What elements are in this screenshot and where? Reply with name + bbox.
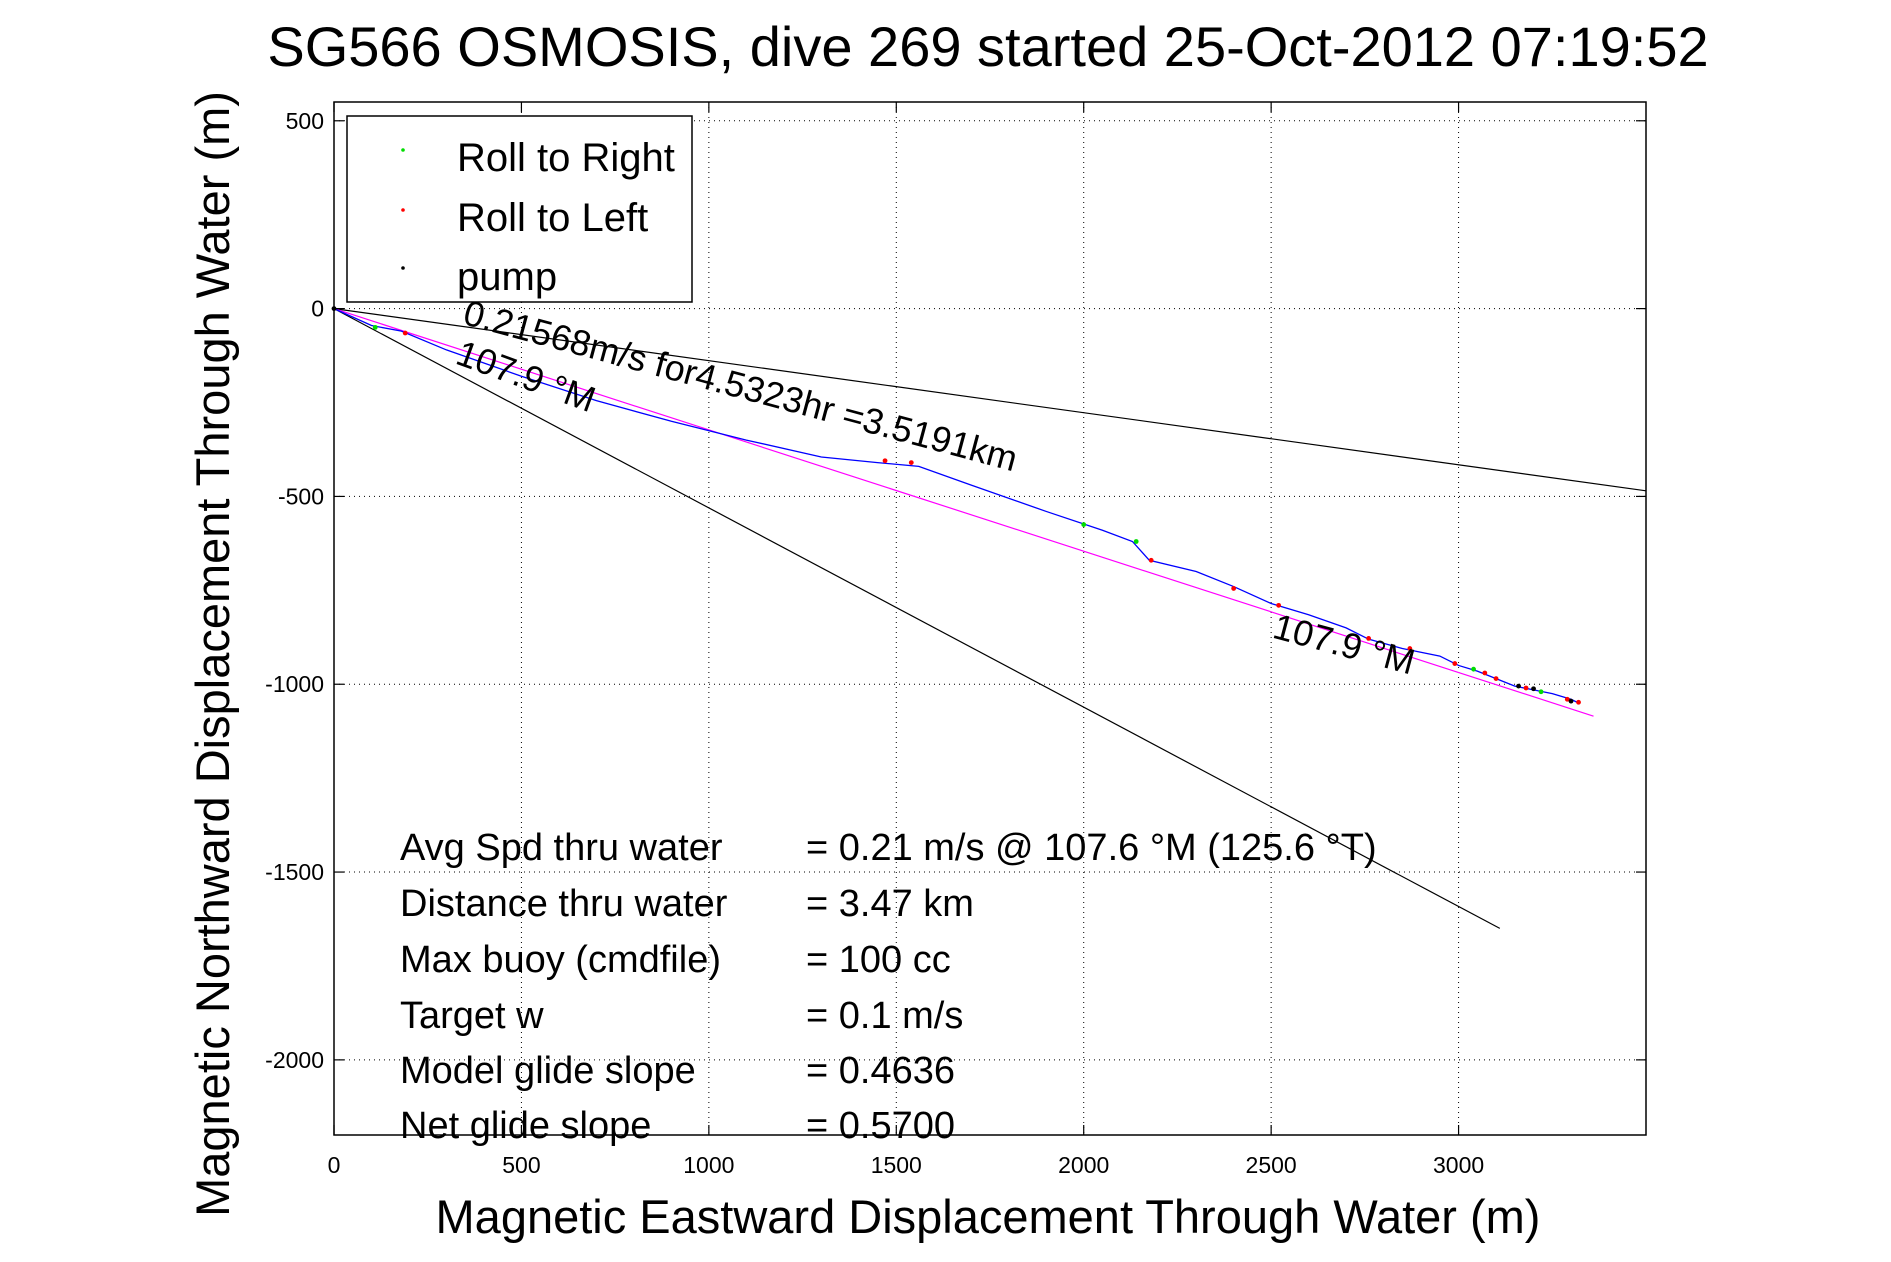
- roll-left-marker: [402, 330, 408, 336]
- legend-marker-pump: [401, 266, 405, 270]
- x-tick-label: 2000: [1058, 1152, 1109, 1178]
- reference-line-1: [333, 308, 1501, 929]
- roll-left-marker: [908, 460, 914, 466]
- stat-value: = 3.47 km: [806, 883, 974, 925]
- stat-value: = 0.5700: [806, 1105, 955, 1147]
- roll-left-marker: [1148, 557, 1154, 563]
- legend-marker-roll-right: [401, 148, 405, 152]
- stat-label: Avg Spd thru water: [400, 827, 723, 869]
- plot-frame: [333, 101, 1647, 1136]
- roll-right-marker: [1133, 539, 1139, 544]
- stat-label: Max buoy (cmdfile): [400, 939, 721, 981]
- stat-value: = 0.1 m/s: [806, 995, 963, 1037]
- reference-line-0: [333, 308, 1647, 492]
- stat-label: Model glide slope: [400, 1050, 696, 1092]
- track-line: [333, 308, 1579, 704]
- legend-label-pump: pump: [457, 255, 557, 299]
- roll-right-marker: [1081, 522, 1087, 527]
- roll-right-marker: [1471, 666, 1476, 672]
- roll-left-marker: [882, 458, 888, 464]
- legend-marker-roll-left: [401, 208, 405, 212]
- y-tick-label: -1500: [265, 859, 324, 885]
- x-tick-label: 3000: [1433, 1152, 1484, 1178]
- plot-lines: [333, 308, 1647, 929]
- roll-right-marker: [1538, 689, 1544, 695]
- legend-box: [346, 115, 693, 303]
- y-axis-label: Magnetic Northward Displacement Through …: [186, 91, 239, 1217]
- legend: Roll to Right Roll to Left pump: [346, 115, 693, 303]
- roll-left-marker: [1452, 661, 1458, 666]
- roll-left-marker: [1407, 646, 1413, 651]
- roll-left-marker: [1366, 636, 1372, 641]
- roll-left-marker: [1231, 586, 1237, 591]
- x-tick-label: 1000: [683, 1152, 734, 1178]
- roll-left-marker: [1564, 696, 1570, 702]
- stat-value: = 0.4636: [806, 1050, 955, 1092]
- pump-marker: [1531, 686, 1536, 692]
- x-axis-label: Magnetic Eastward Displacement Through W…: [436, 1190, 1541, 1243]
- pump-marker: [1516, 683, 1521, 689]
- legend-label-roll-right: Roll to Right: [457, 136, 675, 180]
- stat-label: Distance thru water: [400, 883, 728, 925]
- y-tick-label: -2000: [265, 1047, 324, 1073]
- y-tick-label: -500: [278, 483, 324, 509]
- x-tick-label: 2500: [1246, 1152, 1297, 1178]
- chart-annotation: 107.9 °M: [1269, 605, 1419, 682]
- legend-label-roll-left: Roll to Left: [457, 196, 648, 240]
- x-tick-label: 500: [502, 1152, 540, 1178]
- roll-left-marker: [1482, 670, 1488, 676]
- reference-line-2: [333, 308, 1594, 717]
- pump-marker: [1568, 698, 1574, 704]
- stats-block: Avg Spd thru water = 0.21 m/s @ 107.6 °M…: [400, 827, 1377, 1147]
- y-tick-label: -1000: [265, 671, 324, 697]
- roll-left-marker: [1493, 676, 1499, 682]
- plot-markers: [331, 306, 1581, 705]
- y-tick-label: 0: [311, 296, 324, 322]
- roll-right-marker: [372, 324, 378, 330]
- stat-label: Target w: [400, 995, 544, 1037]
- roll-left-marker: [1276, 602, 1282, 608]
- y-tick-label: 500: [286, 108, 324, 134]
- stat-label: Net glide slope: [400, 1105, 651, 1147]
- roll-left-marker: [1576, 699, 1581, 705]
- stat-value: = 0.21 m/s @ 107.6 °M (125.6 °T): [806, 827, 1377, 869]
- axis-ticks: 0 500 1000 1500 2000 2500 3000 500 0 -500 -1000 -15…: [265, 102, 1646, 1178]
- roll-left-marker: [1523, 685, 1529, 691]
- x-tick-label: 1500: [871, 1152, 922, 1178]
- x-tick-label: 0: [328, 1152, 341, 1178]
- stat-value: = 100 cc: [806, 939, 951, 981]
- chart-title: SG566 OSMOSIS, dive 269 started 25-Oct-2…: [267, 15, 1708, 78]
